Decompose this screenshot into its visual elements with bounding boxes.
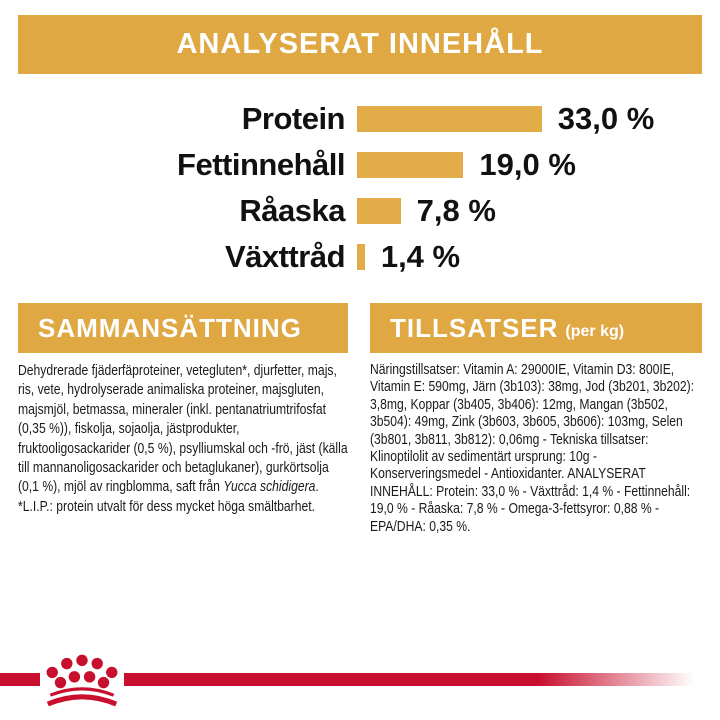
additives-banner: TILLSATSER (per kg) xyxy=(370,303,702,353)
chart-bar xyxy=(357,106,542,132)
composition-text-end: . *L.I.P.: protein utvalt för dess mycke… xyxy=(18,479,319,515)
chart-category-label: Växttråd xyxy=(224,239,346,274)
chart-row-fat: Fettinnehåll 19,0 % xyxy=(0,147,720,183)
footer-stripe-right xyxy=(124,673,700,686)
chart-value-label: 33,0 % xyxy=(557,101,655,136)
chart-category-label: Protein xyxy=(241,101,346,136)
chart-category-label: Fettinnehåll xyxy=(177,147,345,182)
chart-category-label: Råaska xyxy=(239,193,345,228)
composition-text: Dehydrerade fjäderfäproteiner, veteglute… xyxy=(18,362,348,517)
chart-value-label: 1,4 % xyxy=(380,239,461,274)
additives-text: Näringstillsatser: Vitamin A: 29000IE, V… xyxy=(370,362,695,535)
chart-row-protein: Protein 33,0 % xyxy=(0,101,720,137)
composition-text-latin-name: Yucca schidigera xyxy=(223,479,316,496)
composition-banner: SAMMANSÄTTNING xyxy=(18,303,348,353)
chart-value-label: 7,8 % xyxy=(416,193,496,228)
chart-value-label: 19,0 % xyxy=(479,147,576,182)
analysed-content-banner: ANALYSERAT INNEHÅLL xyxy=(18,15,702,74)
chart-row-fibre: Växttråd 1,4 % xyxy=(0,239,720,275)
chart-bar xyxy=(357,244,365,270)
royal-canin-crown-icon xyxy=(46,654,118,707)
composition-title: SAMMANSÄTTNING xyxy=(38,312,302,343)
footer-stripe-left xyxy=(0,673,40,686)
composition-text-start: Dehydrerade fjäderfäproteiner, veteglute… xyxy=(18,363,348,496)
analysed-content-title: ANALYSERAT INNEHÅLL xyxy=(176,28,544,60)
chart-row-ash: Råaska 7,8 % xyxy=(0,193,720,229)
additives-title-suffix: (per kg) xyxy=(565,323,625,340)
additives-title: TILLSATSER xyxy=(390,312,559,343)
chart-bar xyxy=(357,152,464,178)
chart-bar xyxy=(357,198,401,224)
